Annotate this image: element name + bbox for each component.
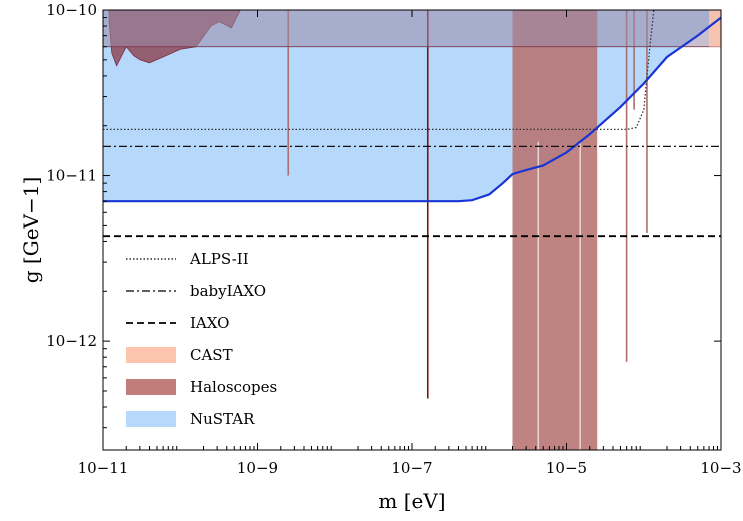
x-axis-ticks: 10−11 10−9 10−7 10−5 10−3 xyxy=(78,10,742,477)
legend-label-haloscopes: Haloscopes xyxy=(190,378,277,396)
x-tick-label-4: 10−3 xyxy=(700,459,741,477)
legend-label-iaxo: IAXO xyxy=(190,314,229,332)
haloscope-spike-2 xyxy=(625,10,628,362)
haloscope-spike-0 xyxy=(287,10,290,176)
cast-region-edge xyxy=(709,10,721,47)
y-tick-label-2: 10−10 xyxy=(46,1,97,19)
legend-swatch-haloscopes xyxy=(126,379,176,395)
legend-label-nustar: NuSTAR xyxy=(190,410,255,428)
x-axis-label: m [eV] xyxy=(378,489,445,513)
x-tick-label-2: 10−7 xyxy=(391,459,432,477)
y-axis-label: g [GeV−1] xyxy=(19,177,43,284)
x-tick-label-1: 10−9 xyxy=(237,459,278,477)
legend-label-babyiaxo: babyIAXO xyxy=(190,282,266,300)
haloscope-spike-4 xyxy=(646,10,648,233)
legend-label-cast: CAST xyxy=(190,346,233,364)
haloscope-spike-3 xyxy=(633,10,635,110)
plot-body xyxy=(103,10,721,450)
nustar-boundary-line xyxy=(103,16,721,203)
legend-label-alps-ii: ALPS-II xyxy=(189,250,249,268)
alps-ii-line xyxy=(103,10,655,131)
haloscope-spike-1 xyxy=(426,10,429,399)
legend-swatch-cast xyxy=(126,347,176,363)
haloscopes-band xyxy=(512,10,598,450)
y-tick-label-0: 10−12 xyxy=(46,332,97,350)
x-tick-label-3: 10−5 xyxy=(546,459,587,477)
x-tick-label-0: 10−11 xyxy=(78,459,129,477)
y-axis-ticks: 10−12 10−11 10−10 xyxy=(46,1,721,429)
legend: ALPS-II babyIAXO IAXO CAST Haloscopes NuSTAR xyxy=(126,250,277,428)
legend-swatch-nustar xyxy=(126,411,176,427)
y-tick-label-1: 10−11 xyxy=(46,167,97,185)
